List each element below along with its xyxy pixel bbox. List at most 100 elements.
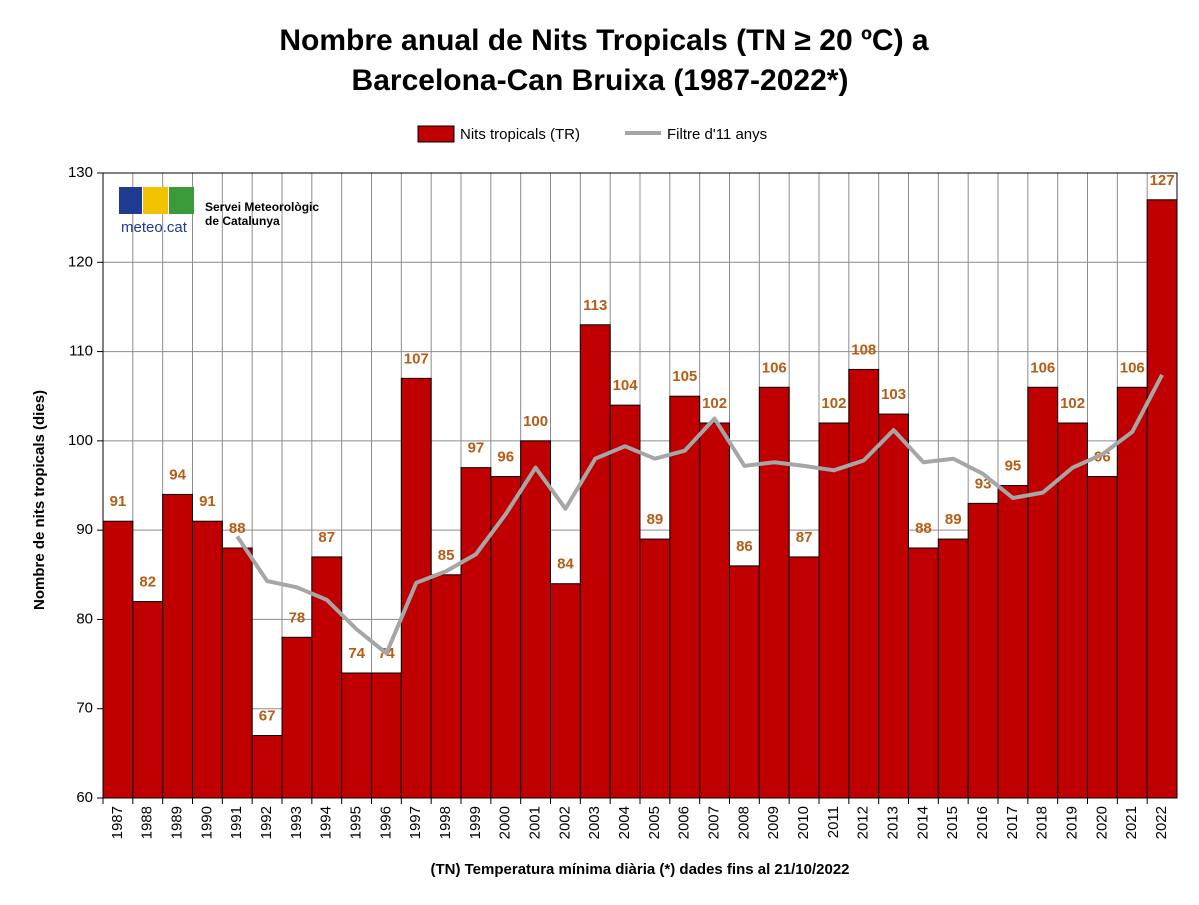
bar: [192, 520, 223, 799]
bar: [400, 377, 432, 799]
bar: [908, 547, 939, 799]
x-tick-label: 2000: [497, 806, 514, 839]
x-tick-label: 1993: [288, 806, 305, 839]
y-tick-label: 60: [76, 789, 93, 806]
value-label: 78: [289, 609, 306, 626]
x-tick-label: 1996: [377, 806, 394, 839]
bar: [848, 368, 880, 799]
value-label: 85: [438, 547, 455, 564]
bar: [550, 583, 581, 799]
bar: [430, 574, 462, 799]
x-tick-label: 2002: [556, 806, 573, 839]
bar: [1116, 386, 1148, 799]
chart-title: Nombre anual de Nits Tropicals (TN ≥ 20 …: [279, 24, 929, 57]
y-tick-label: 110: [69, 343, 93, 360]
x-tick-label: 2020: [1093, 806, 1110, 839]
bar: [221, 547, 253, 799]
x-tick-label: 2014: [914, 806, 931, 839]
logo-yellow: [143, 187, 168, 214]
x-tick-label: 2019: [1064, 806, 1081, 839]
value-label: 104: [613, 377, 639, 394]
value-label: 106: [1030, 359, 1055, 376]
x-axis-label: (TN) Temperatura mínima diària (*) dades…: [430, 861, 849, 878]
x-tick-label: 2017: [1004, 806, 1021, 839]
bar: [1057, 422, 1088, 799]
x-tick-label: 2015: [944, 806, 961, 839]
x-tick-label: 1989: [169, 806, 186, 839]
logo-name: de Catalunya: [205, 214, 280, 228]
x-tick-label: 1990: [198, 806, 215, 839]
x-tick-label: 2018: [1034, 806, 1051, 839]
x-tick-label: 2009: [765, 806, 782, 839]
bar: [341, 672, 372, 799]
legend-label: Nits tropicals (TR): [460, 126, 580, 143]
bar: [937, 538, 969, 799]
bar: [1146, 199, 1178, 799]
value-label: 102: [821, 395, 846, 412]
y-tick-label: 70: [76, 700, 93, 717]
x-tick-label: 2010: [795, 806, 812, 839]
value-label: 103: [881, 386, 906, 403]
x-tick-label: 1988: [139, 806, 156, 839]
bar: [1027, 386, 1059, 799]
bar: [699, 422, 731, 799]
x-tick-label: 2022: [1153, 806, 1170, 839]
bar: [818, 422, 850, 799]
x-tick-label: 1998: [437, 806, 454, 839]
bar: [639, 538, 671, 799]
line: [235, 373, 1164, 656]
bar: [251, 735, 283, 799]
logo-green: [169, 187, 194, 214]
value-label: 91: [110, 493, 127, 510]
x-tick-label: 2021: [1123, 806, 1140, 839]
value-label: 88: [229, 520, 246, 537]
bar: [520, 440, 552, 799]
x-tick-label: 2003: [586, 806, 603, 839]
value-label: 95: [1005, 457, 1022, 474]
logo-brand: meteo.cat: [121, 219, 188, 236]
logo-name: Servei Meteorològic: [205, 200, 319, 214]
value-label: 89: [647, 511, 664, 528]
y-tick-label: 90: [76, 521, 93, 538]
bar: [878, 413, 910, 799]
value-label: 102: [702, 395, 727, 412]
value-label: 91: [199, 493, 216, 510]
bar: [729, 565, 760, 799]
bar: [669, 395, 701, 799]
bar: [609, 404, 641, 799]
x-tick-label: 1992: [258, 806, 275, 839]
value-label: 105: [672, 368, 697, 385]
bar: [579, 324, 611, 799]
value-label: 108: [851, 341, 876, 358]
x-tick-label: 2008: [735, 806, 752, 839]
value-label: 89: [945, 511, 962, 528]
bar: [1087, 476, 1118, 799]
y-tick-label: 80: [76, 610, 93, 627]
value-label: 106: [762, 359, 787, 376]
bar: [788, 556, 820, 799]
x-tick-label: 2006: [676, 806, 693, 839]
bar: [460, 467, 492, 799]
value-label: 74: [348, 645, 365, 662]
x-tick-label: 2012: [855, 806, 872, 839]
legend-label: Filtre d'11 anys: [667, 126, 767, 143]
value-label: 127: [1150, 172, 1175, 189]
y-tick-label: 100: [68, 432, 93, 449]
x-tick-label: 2004: [616, 806, 633, 839]
bar: [997, 485, 1029, 799]
value-label: 87: [796, 529, 813, 546]
value-label: 82: [139, 574, 156, 591]
value-label: 100: [523, 413, 548, 430]
y-tick-label: 130: [68, 164, 93, 181]
bar: [162, 493, 194, 799]
legend-swatch: [417, 125, 455, 143]
value-label: 96: [497, 449, 514, 466]
value-label: 88: [915, 520, 932, 537]
bar: [371, 672, 402, 799]
x-tick-label: 2001: [527, 806, 544, 839]
value-label: 106: [1120, 359, 1145, 376]
bar: [102, 520, 134, 799]
